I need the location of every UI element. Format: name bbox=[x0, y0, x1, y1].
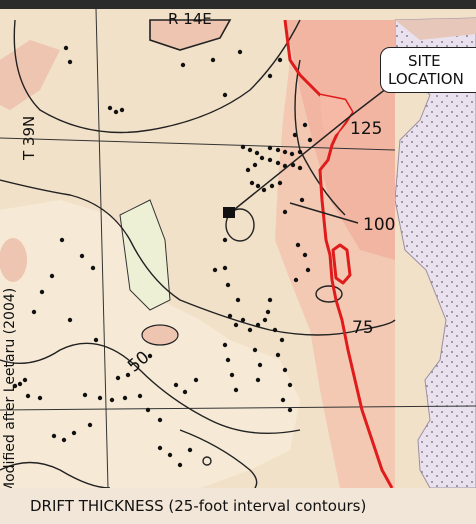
zone-thinnest bbox=[119, 199, 171, 311]
zone-north bbox=[149, 19, 232, 51]
zone-thickest bbox=[285, 20, 395, 260]
map-caption: DRIFT THICKNESS (25-foot interval contou… bbox=[0, 488, 476, 524]
zone-west bbox=[0, 238, 27, 282]
zone-oval bbox=[141, 324, 179, 346]
section-lines bbox=[0, 8, 476, 489]
site-marker bbox=[223, 207, 235, 218]
shore-fill bbox=[320, 95, 352, 140]
contour-100-leader bbox=[289, 202, 359, 224]
inset-pink-band bbox=[395, 18, 476, 40]
shoreline-boundary bbox=[283, 19, 394, 489]
contour-label-125: 125 bbox=[350, 119, 383, 139]
range-label: R 14E bbox=[168, 10, 212, 28]
contour-label-75: 75 bbox=[352, 318, 374, 338]
attribution-label: Modified after Leetaru (2004) bbox=[2, 287, 18, 494]
zone-thin bbox=[0, 200, 300, 488]
well-points bbox=[12, 45, 313, 468]
contour-label-100: 100 bbox=[363, 215, 396, 235]
contour-lines bbox=[0, 19, 396, 489]
site-location-callout: SITE LOCATION bbox=[380, 47, 476, 93]
callout-line-2: LOCATION bbox=[388, 70, 464, 88]
township-label: T 39N bbox=[20, 115, 38, 160]
site-leader-line bbox=[229, 117, 349, 214]
top-border-strip bbox=[0, 0, 476, 9]
caption-bar bbox=[0, 488, 476, 524]
callout-line-1: SITE bbox=[408, 52, 441, 70]
caption-text: DRIFT THICKNESS (25-foot interval contou… bbox=[30, 497, 367, 515]
